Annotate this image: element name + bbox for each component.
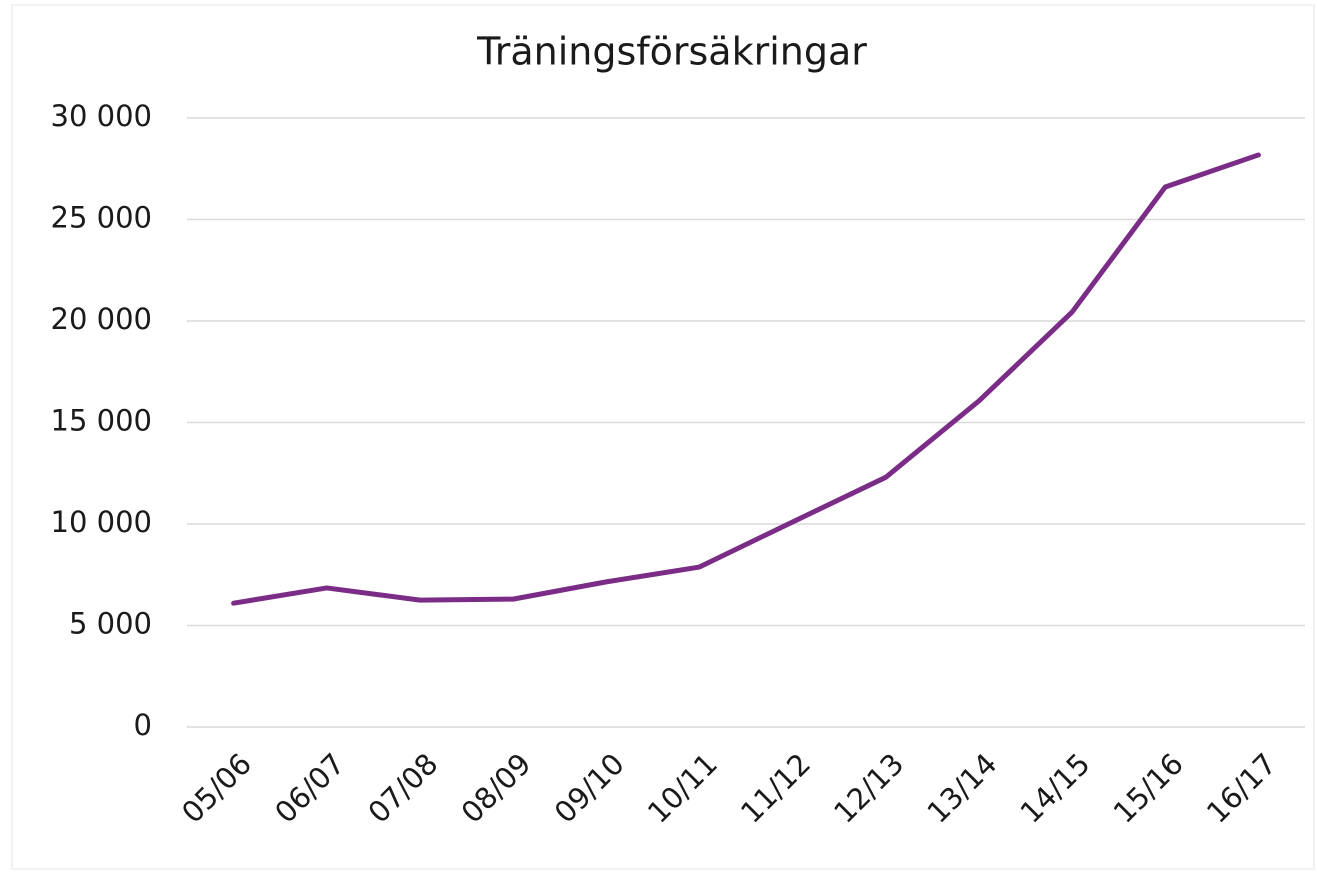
y-tick-label: 20 000 <box>51 302 152 336</box>
chart-frame <box>11 4 1315 870</box>
series-line <box>231 152 1261 606</box>
chart-title: Träningsförsäkringar <box>476 30 867 74</box>
y-tick-label: 25 000 <box>51 201 152 235</box>
y-tick-label: 10 000 <box>51 505 152 539</box>
y-tick-label: 30 000 <box>51 99 152 133</box>
y-tick-label: 0 <box>134 708 152 742</box>
y-tick-label: 5 000 <box>69 607 152 641</box>
y-tick-label: 15 000 <box>51 404 152 438</box>
